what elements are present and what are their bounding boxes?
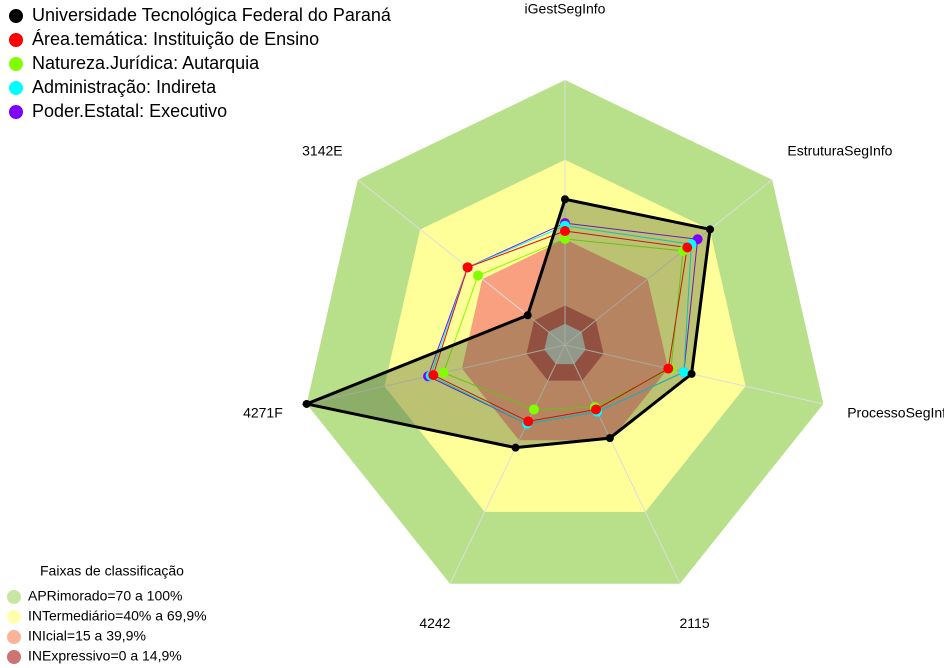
series-layer xyxy=(301,195,715,452)
data-point xyxy=(523,311,532,320)
data-point xyxy=(678,367,689,378)
spoke xyxy=(564,344,681,584)
data-point xyxy=(462,262,473,273)
legend-label: Poder.Estatal: Executivo xyxy=(32,101,227,121)
data-point xyxy=(561,195,569,204)
series-area xyxy=(432,230,688,422)
legend-label: Natureza.Jurídica: Autarquia xyxy=(32,53,260,73)
bands-legend-title: Faixas de classificação xyxy=(40,563,184,579)
data-point xyxy=(663,363,674,374)
axis-label: 4242 xyxy=(419,615,450,631)
axis-label: iGestSegInfo xyxy=(525,1,606,17)
band-legend-label: INExpressivo=0 a 14,9% xyxy=(28,648,182,664)
axis-label: ProcessoSegInfo xyxy=(847,405,944,421)
data-point xyxy=(523,416,534,427)
axis-label: 3142E xyxy=(302,142,342,158)
labels: iGestSegInfo EstruturaSegInfo ProcessoSegI… xyxy=(243,1,944,631)
data-point xyxy=(560,234,570,244)
legend-label: Área.temática: Instituição de Ensino xyxy=(32,29,319,49)
data-point xyxy=(682,242,693,253)
legend-marker xyxy=(9,9,23,23)
data-point xyxy=(511,443,520,452)
data-point xyxy=(687,369,696,378)
data-point xyxy=(428,370,439,381)
data-point xyxy=(472,270,483,281)
legend-marker xyxy=(9,105,23,119)
data-point xyxy=(706,225,715,234)
band-legend-marker xyxy=(7,630,21,644)
data-point xyxy=(528,404,539,415)
data-point xyxy=(438,367,449,378)
axis-label: 2115 xyxy=(680,615,710,631)
band-legend-label: INIcial=15 a 39,9% xyxy=(28,628,146,644)
legend-marker xyxy=(9,33,23,47)
legend-marker xyxy=(9,57,23,71)
band-legend-marker xyxy=(7,610,21,624)
band-legend-label: APRimorado=70 a 100% xyxy=(28,588,183,604)
axis-label: 4271F xyxy=(243,405,283,421)
legend-label: Administração: Indireta xyxy=(32,77,217,97)
legend-marker xyxy=(9,81,23,95)
axis-label: EstruturaSegInfo xyxy=(787,142,892,158)
band-legend-marker xyxy=(7,590,21,604)
data-point xyxy=(591,404,602,415)
spoke xyxy=(449,344,566,584)
series-area xyxy=(301,197,712,450)
band-legend-label: INTermediário=40% a 69,9% xyxy=(28,608,207,624)
band-legend-marker xyxy=(7,650,21,664)
legend-label: Universidade Tecnológica Federal do Para… xyxy=(32,5,392,25)
spoke xyxy=(564,179,773,346)
series-area xyxy=(442,238,684,410)
data-point xyxy=(302,399,311,408)
data-point xyxy=(605,434,614,443)
data-point xyxy=(560,226,570,237)
